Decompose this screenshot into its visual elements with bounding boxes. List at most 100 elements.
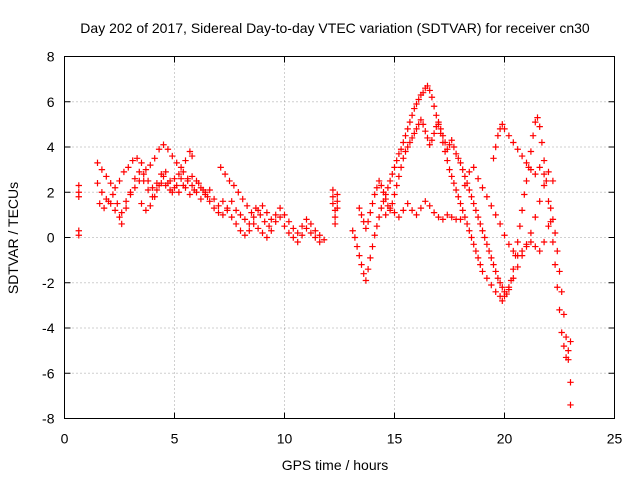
data-point (488, 254, 495, 262)
data-point (362, 225, 370, 232)
data-point (215, 202, 222, 210)
data-point (175, 170, 183, 178)
data-point (329, 186, 337, 194)
data-point (118, 220, 125, 228)
data-point (380, 189, 387, 196)
grid-lines (64, 56, 615, 419)
data-point (241, 232, 249, 239)
series-track-h (382, 121, 557, 259)
y-axis-label: SDTVAR / TECUs (5, 182, 21, 294)
data-point (127, 189, 134, 196)
data-point (492, 143, 499, 151)
data-point (371, 232, 378, 239)
data-point (532, 170, 539, 178)
data-point (250, 213, 257, 221)
data-point (406, 118, 414, 126)
data-point (239, 195, 246, 203)
series-track-d (138, 164, 273, 230)
series-track-c (96, 168, 323, 246)
data-point (540, 157, 548, 164)
data-point (527, 238, 535, 246)
data-point (391, 209, 398, 216)
data-point (554, 284, 561, 291)
data-point (461, 213, 469, 221)
data-point (118, 209, 125, 216)
data-point (428, 137, 436, 144)
data-point (125, 164, 132, 171)
data-point (281, 222, 288, 230)
data-point (230, 182, 238, 189)
series-track-f (349, 82, 574, 409)
data-point (510, 265, 517, 273)
data-point (419, 121, 427, 128)
data-point (472, 247, 480, 255)
data-point (459, 166, 466, 173)
axis-ticks (64, 56, 615, 419)
data-point (316, 238, 323, 246)
data-point (182, 157, 189, 164)
data-point (195, 180, 202, 187)
data-point (364, 218, 372, 225)
data-point (362, 277, 370, 284)
data-point (182, 184, 189, 191)
data-point (444, 211, 451, 219)
data-point (536, 164, 543, 171)
data-point (490, 261, 497, 268)
data-point (140, 177, 147, 185)
data-point (329, 200, 337, 207)
data-point (435, 213, 442, 221)
data-point (435, 118, 442, 126)
data-point (510, 247, 517, 255)
data-point (334, 204, 341, 212)
data-point (241, 216, 249, 223)
data-point (507, 277, 515, 284)
x-tick-labels: 0 5 10 15 20 25 (61, 431, 623, 447)
data-point (149, 184, 156, 191)
data-point (356, 204, 363, 212)
data-point (389, 200, 396, 207)
data-point (351, 234, 359, 241)
data-point (75, 193, 82, 200)
data-point (276, 204, 284, 212)
data-point (444, 146, 451, 153)
series-track-b (94, 168, 328, 243)
data-point (558, 288, 565, 295)
data-point (129, 157, 136, 164)
y-tick-labels: -8 -6 -4 -2 0 2 4 6 8 (42, 49, 55, 427)
data-point (481, 234, 488, 241)
data-point (243, 202, 251, 210)
data-point (505, 286, 513, 293)
data-point (549, 177, 557, 185)
data-point (490, 155, 497, 162)
data-point (402, 132, 409, 139)
data-point (175, 189, 183, 196)
data-point (272, 218, 279, 225)
data-point (437, 125, 444, 133)
data-point (210, 195, 218, 203)
data-point (103, 173, 110, 180)
data-point (556, 306, 563, 314)
data-point (164, 180, 172, 187)
data-point (521, 191, 528, 198)
data-point (122, 198, 130, 205)
data-point (162, 168, 169, 176)
data-point (312, 234, 319, 241)
data-point (373, 222, 381, 230)
data-point (153, 186, 161, 194)
data-point (138, 200, 145, 207)
data-point (367, 209, 374, 216)
data-point (496, 279, 504, 286)
data-point (428, 94, 436, 101)
data-point (527, 166, 535, 173)
y-tick-label: 0 (47, 230, 55, 246)
data-point (483, 241, 491, 248)
data-point (536, 123, 543, 130)
data-point (516, 222, 524, 230)
data-point (268, 227, 275, 234)
x-tick-label: 10 (277, 431, 293, 447)
data-point (450, 143, 458, 151)
data-point (219, 211, 227, 219)
data-point (543, 177, 550, 185)
data-point (419, 89, 427, 96)
data-point (94, 180, 101, 187)
